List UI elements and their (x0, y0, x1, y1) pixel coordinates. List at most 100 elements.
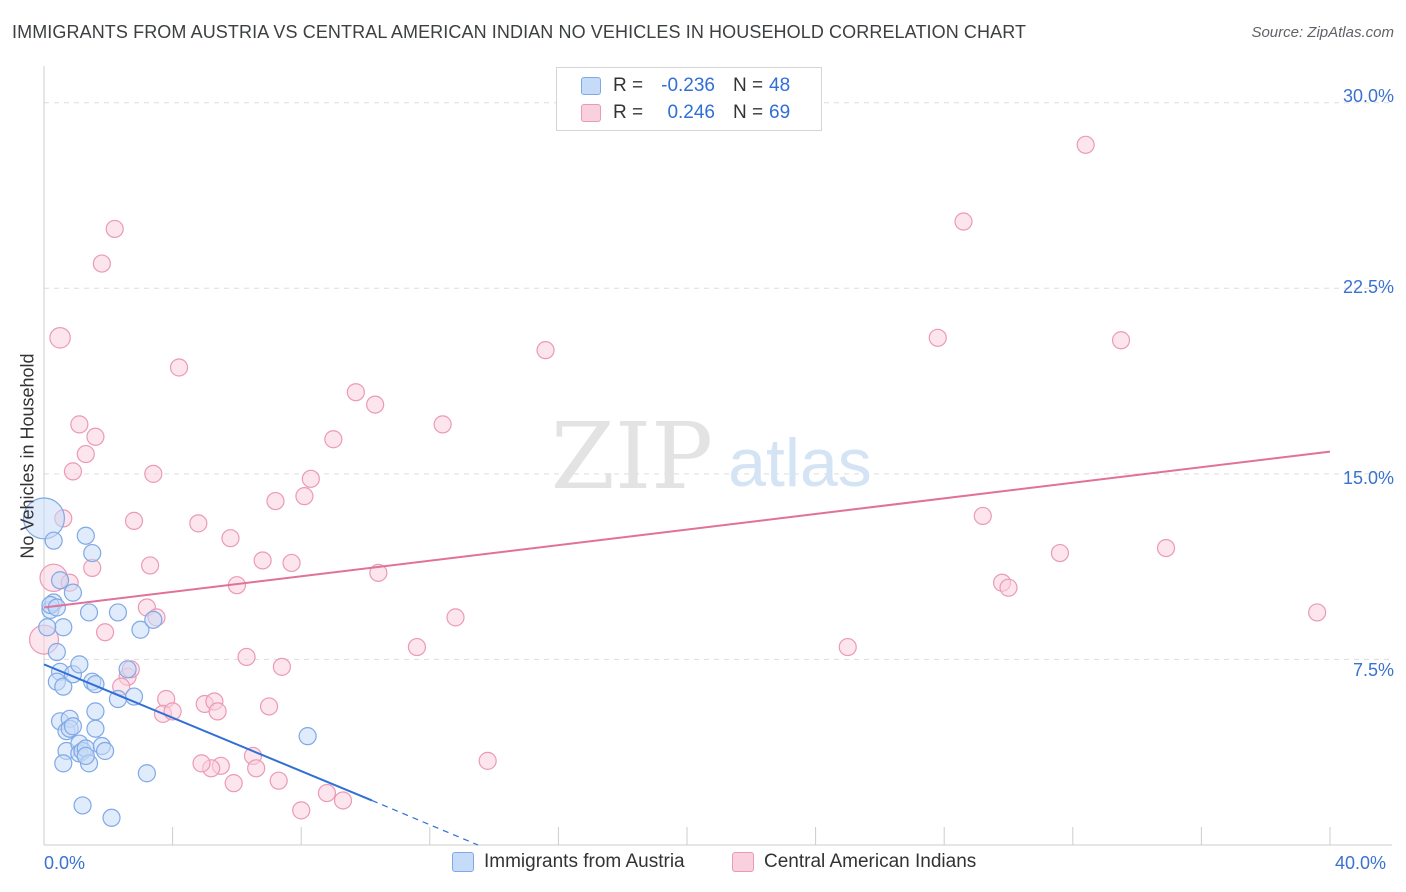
x-tick-label-min: 0.0% (44, 853, 86, 873)
data-point (124, 511, 144, 530)
data-point (63, 462, 83, 481)
data-point (169, 358, 189, 377)
data-point (50, 571, 70, 590)
data-point (63, 583, 83, 602)
data-point (446, 608, 465, 627)
data-point (247, 759, 266, 778)
correlation-legend: R = -0.236 N = 48 R = 0.246 N = 69 (556, 67, 822, 131)
legend-item-central-american-indians[interactable]: Central American Indians (732, 851, 976, 873)
n-label: N = (733, 75, 764, 96)
watermark-atlas: atlas (728, 425, 872, 501)
data-point (83, 543, 102, 563)
series-legend: Immigrants from Austria Central American… (0, 851, 1406, 879)
watermark: ZIP atlas (551, 403, 872, 510)
data-point (73, 796, 92, 815)
source-credit: Source: ZipAtlas.com (1251, 24, 1394, 41)
data-point (1050, 543, 1070, 563)
data-point (1156, 538, 1176, 558)
data-point (282, 553, 301, 573)
n-label: N = (733, 102, 764, 123)
data-point (301, 469, 320, 488)
data-point (324, 430, 343, 449)
trend-line-austria (43, 663, 373, 802)
data-point (478, 751, 497, 770)
blue-swatch-icon (452, 852, 474, 872)
n-value: 69 (769, 102, 791, 123)
data-point (973, 506, 992, 526)
data-point (86, 427, 105, 446)
y-axis-label: No Vehicles in Household (17, 353, 38, 559)
data-point (407, 637, 427, 657)
data-point (838, 637, 857, 657)
watermark-zip: ZIP (551, 403, 713, 510)
data-point (292, 801, 311, 820)
data-point (76, 526, 95, 545)
data-point (259, 697, 279, 716)
data-point (76, 444, 95, 464)
chart-title: IMMIGRANTS FROM AUSTRIA VS CENTRAL AMERI… (12, 22, 1027, 42)
pink-swatch-icon (581, 104, 601, 122)
data-point (1111, 331, 1131, 350)
trend-lines (43, 450, 1331, 846)
data-point (76, 746, 95, 766)
data-point (70, 655, 89, 674)
data-point (346, 383, 365, 402)
data-point (189, 514, 208, 533)
data-point (54, 618, 73, 637)
data-point (208, 702, 227, 721)
blue-swatch-icon (581, 77, 601, 95)
data-point (105, 219, 124, 239)
data-point (79, 603, 99, 622)
data-point (536, 341, 555, 360)
data-point (298, 727, 317, 746)
r-label: R = (613, 102, 644, 123)
data-point (144, 610, 163, 629)
data-point (137, 764, 156, 783)
data-point (54, 677, 73, 696)
legend-item-austria[interactable]: Immigrants from Austria (452, 851, 685, 873)
data-point (131, 620, 150, 639)
y-tick-label: 30.0% (1342, 86, 1394, 106)
data-point (928, 328, 947, 347)
data-point (38, 618, 57, 637)
pink-swatch-icon (732, 852, 754, 872)
data-point (47, 642, 66, 662)
legend-row-austria: R = -0.236 N = 48 (581, 73, 790, 99)
data-point (95, 623, 115, 642)
data-point (366, 395, 385, 414)
axes (43, 66, 1392, 846)
data-point (1308, 603, 1327, 622)
data-point (369, 563, 388, 582)
trend-line-austria-extension (371, 799, 479, 846)
y-tick-label: 22.5% (1342, 277, 1394, 297)
data-point (237, 647, 256, 667)
legend-label: Immigrants from Austria (484, 851, 685, 872)
data-point (63, 717, 83, 736)
data-point (333, 791, 353, 810)
r-value: -0.236 (661, 75, 715, 96)
data-point (1076, 135, 1095, 154)
data-point (266, 491, 285, 511)
data-point (144, 464, 163, 483)
gridlines (44, 102, 1392, 660)
data-point (317, 783, 337, 803)
data-point (272, 657, 292, 676)
data-point (954, 212, 973, 231)
r-label: R = (613, 75, 644, 96)
data-point (269, 771, 288, 790)
data-point (86, 719, 105, 738)
r-value: 0.246 (667, 102, 715, 123)
legend-row-central-american-indians: R = 0.246 N = 69 (581, 100, 790, 126)
data-point (108, 603, 128, 622)
n-value: 48 (769, 75, 791, 96)
data-point (221, 529, 240, 548)
y-tick-label: 15.0% (1342, 468, 1394, 488)
x-tick-label-max: 40.0% (1335, 853, 1387, 873)
data-point (70, 415, 89, 434)
legend-label: Central American Indians (764, 851, 977, 872)
data-point (295, 487, 314, 506)
data-point (86, 702, 105, 721)
data-point (44, 531, 63, 550)
data-point (253, 551, 272, 570)
